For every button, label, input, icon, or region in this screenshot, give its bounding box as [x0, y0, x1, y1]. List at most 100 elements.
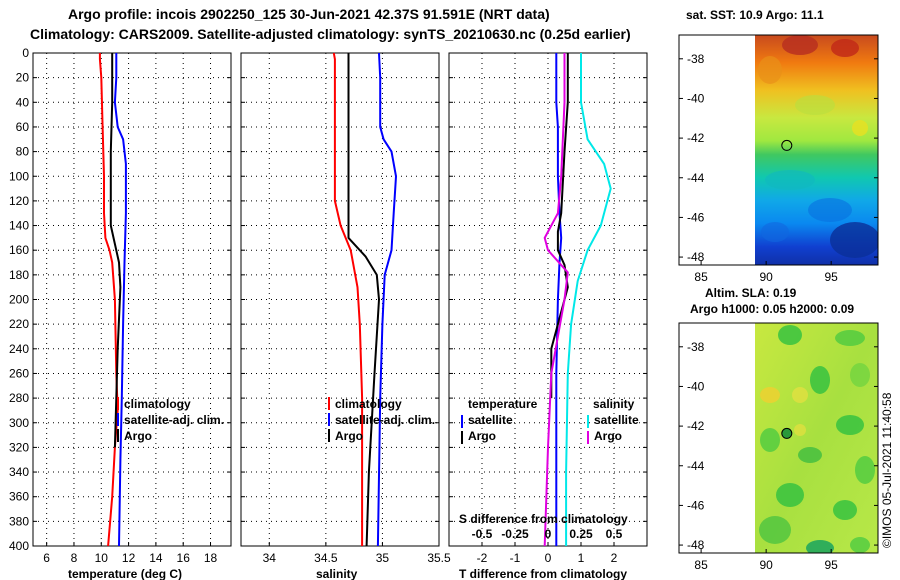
salinity-plot-frame: [240, 52, 440, 547]
series-line-climatology: [332, 52, 364, 546]
depth-tick-label: 380: [9, 514, 29, 528]
map-lat-label: -38: [687, 340, 705, 354]
legend-climatology: climatology: [124, 397, 191, 411]
legend-temperature-title: temperature: [468, 397, 538, 411]
sla-argo-location: [781, 427, 793, 439]
x-tick-label: 6: [43, 551, 50, 565]
sst-map: sat. SST: 10.9 Argo: 11.1 -38 -40 -42 -44 -4…: [678, 8, 879, 284]
salinity-panel: 34 34.5 35 35.5 climatology satellite-adj. …: [240, 52, 451, 580]
series-line-satellite-adj-clim-: [113, 53, 127, 547]
salinity-legend: climatology satellite-adj. clim. Argo: [328, 397, 435, 443]
map-lat-label: -48: [687, 538, 705, 552]
s-tick-label: -0.25: [501, 527, 529, 541]
depth-ticks: 0 20 40 60 80 100 120 140 160 180 200 220 240 260 280 3…: [9, 46, 29, 553]
x-tick-label: 8: [71, 551, 78, 565]
depth-tick-label: 120: [9, 194, 29, 208]
map-lat-label: -38: [687, 52, 705, 66]
depth-tick-label: 80: [16, 145, 30, 159]
depth-tick-label: 140: [9, 219, 29, 233]
difference-legend: temperature satellite Argo salinity sate…: [459, 397, 639, 526]
s-difference-ticks: -0.5 -0.25 0 0.25 0.5: [472, 527, 623, 541]
legend-s-satellite: satellite-adj. clim.: [335, 413, 435, 427]
x-tick-label: 34: [263, 551, 277, 565]
temperature-plot-frame: [32, 52, 232, 547]
map-lat-label: -46: [687, 210, 705, 224]
map-lat-label: -42: [687, 419, 705, 433]
depth-tick-label: 0: [22, 46, 29, 60]
depth-tick-label: 160: [9, 243, 29, 257]
s-difference-label: S difference from climatology: [459, 512, 628, 526]
difference-xlabel: T difference from climatology: [459, 567, 627, 580]
difference-ticks: -2 -1 0 1 2: [477, 551, 618, 565]
sla-patches: [759, 325, 875, 553]
sst-patches: [758, 35, 878, 258]
imos-timestamp: ©IMOS 05-Jul-2021 11:40:58: [880, 392, 894, 548]
temperature-panel: 0 20 40 60 80 100 120 140 160 180 200 220 240 260 280 3…: [9, 46, 232, 580]
sla-map-title2: Argo h1000: 0.05 h2000: 0.09: [690, 302, 854, 316]
sla-lon-ticks: 85 90 95: [694, 549, 838, 572]
depth-tick-label: 40: [16, 95, 30, 109]
map-lat-label: -42: [687, 131, 705, 145]
x-tick-label: 10: [95, 551, 109, 565]
salinity-grid: [241, 52, 440, 547]
legend-t-argo: Argo: [468, 429, 496, 443]
legend-argo: Argo: [124, 429, 152, 443]
map-lon-label: 90: [759, 270, 773, 284]
s-tick-label: -0.5: [472, 527, 493, 541]
x-tick-label: 12: [122, 551, 136, 565]
series-line-s-satellite: [565, 53, 612, 546]
depth-tick-label: 100: [9, 169, 29, 183]
depth-tick-label: 400: [9, 539, 29, 553]
map-lat-label: -40: [687, 91, 705, 105]
map-lon-label: 95: [824, 558, 838, 572]
depth-tick-label: 340: [9, 465, 29, 479]
depth-tick-label: 240: [9, 342, 29, 356]
header-line1: Argo profile: incois 2902250_125 30-Jun-…: [68, 6, 550, 22]
map-lat-label: -46: [687, 498, 705, 512]
sla-lat-ticks: -38 -40 -42 -44 -46 -48: [679, 340, 878, 552]
depth-tick-label: 320: [9, 440, 29, 454]
temperature-ticks: 6 8 10 12 14 16 18: [43, 551, 217, 565]
x-tick-label: 16: [177, 551, 191, 565]
legend-salinity-title: salinity: [593, 397, 635, 411]
sst-argo-location: [781, 139, 793, 151]
map-lon-label: 90: [759, 558, 773, 572]
map-lat-label: -40: [687, 379, 705, 393]
temperature-xlabel: temperature (deg C): [68, 567, 182, 580]
depth-tick-label: 300: [9, 416, 29, 430]
series-line-satellite-adj-clim-: [376, 52, 397, 547]
salinity-ticks: 34 34.5 35 35.5: [263, 551, 451, 565]
legend-s-argo: Argo: [335, 429, 363, 443]
sla-map: Altim. SLA: 0.19 Argo h1000: 0.05 h2000:…: [678, 286, 879, 572]
temperature-series: [98, 53, 127, 547]
x-tick-label: -2: [477, 551, 488, 565]
s-tick-label: 0.25: [569, 527, 593, 541]
depth-tick-label: 200: [9, 293, 29, 307]
depth-tick-label: 220: [9, 317, 29, 331]
x-tick-label: 18: [204, 551, 218, 565]
map-lon-label: 85: [694, 558, 708, 572]
difference-panel: -2 -1 0 1 2 -0.5 -0.25 0 0.25 0.5 temperature sa…: [448, 52, 648, 580]
map-lon-label: 85: [694, 270, 708, 284]
x-tick-label: 0: [545, 551, 552, 565]
difference-series: [543, 53, 612, 547]
x-tick-label: 14: [149, 551, 163, 565]
x-tick-label: -1: [510, 551, 521, 565]
series-line-s-argo: [543, 53, 569, 547]
depth-tick-label: 360: [9, 490, 29, 504]
sst-lat-ticks: -38 -40 -42 -44 -46 -48: [679, 52, 878, 264]
x-tick-label: 35.5: [427, 551, 451, 565]
x-tick-label: 35: [376, 551, 390, 565]
sla-map-title1: Altim. SLA: 0.19: [705, 286, 797, 300]
s-tick-label: 0: [545, 527, 552, 541]
depth-tick-label: 60: [16, 120, 30, 134]
map-lat-label: -48: [687, 250, 705, 264]
x-tick-label: 2: [611, 551, 618, 565]
depth-tick-label: 280: [9, 391, 29, 405]
header-line2: Climatology: CARS2009. Satellite-adjuste…: [30, 26, 631, 42]
map-lat-label: -44: [687, 171, 705, 185]
legend-s-sat: satellite: [594, 413, 639, 427]
legend-s-climatology: climatology: [335, 397, 402, 411]
series-line-argo: [109, 53, 122, 448]
